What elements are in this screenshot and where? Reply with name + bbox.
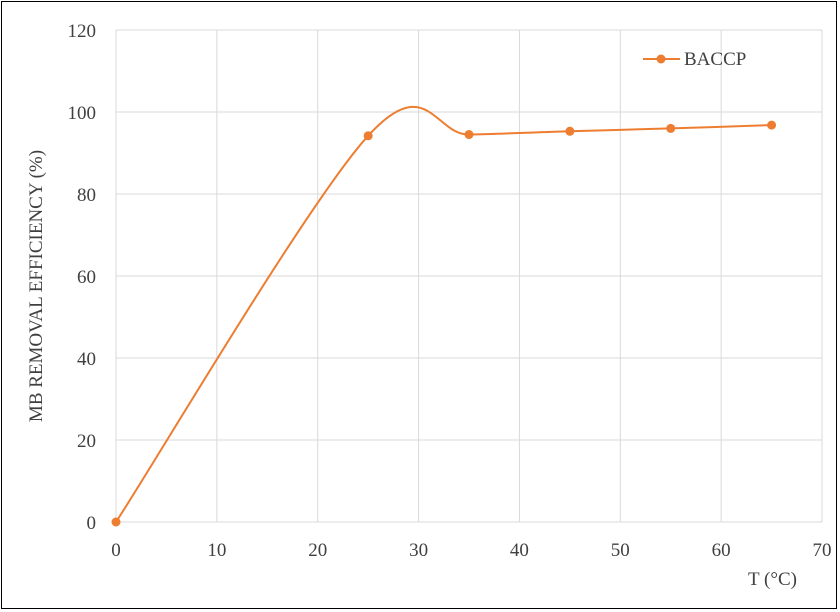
data-point [666,123,676,133]
gridlines [115,29,823,523]
data-point [464,130,474,140]
x-tick-label: 40 [510,540,529,561]
y-tick-label: 0 [87,513,97,534]
data-point [363,131,373,141]
y-tick-label: 100 [68,103,97,124]
y-tick-label: 80 [77,185,96,206]
y-axis-ticks: 0 20 40 60 80 100 120 [68,21,97,534]
x-tick-label: 50 [611,540,630,561]
legend-label-baccp: BACCP [684,49,746,70]
series-group [111,106,777,527]
legend: BACCP [643,49,746,70]
x-tick-label: 70 [813,540,832,561]
y-tick-label: 20 [77,431,96,452]
x-tick-label: 10 [207,540,226,561]
y-axis-title: MB REMOVAL EFFICIENCY (%) [26,150,47,422]
x-axis-title: T (°C) [748,569,797,590]
x-tick-label: 0 [111,540,121,561]
y-tick-label: 120 [68,21,97,42]
data-point [111,517,121,527]
x-tick-label: 60 [712,540,731,561]
legend-marker [656,54,666,64]
y-tick-label: 40 [77,349,96,370]
data-point [767,120,777,130]
data-point [565,126,575,136]
x-tick-label: 20 [308,540,327,561]
y-tick-label: 60 [77,267,96,288]
x-axis-ticks: 0 10 20 30 40 50 60 70 [111,540,831,561]
series-line [115,106,772,523]
x-tick-label: 30 [409,540,428,561]
